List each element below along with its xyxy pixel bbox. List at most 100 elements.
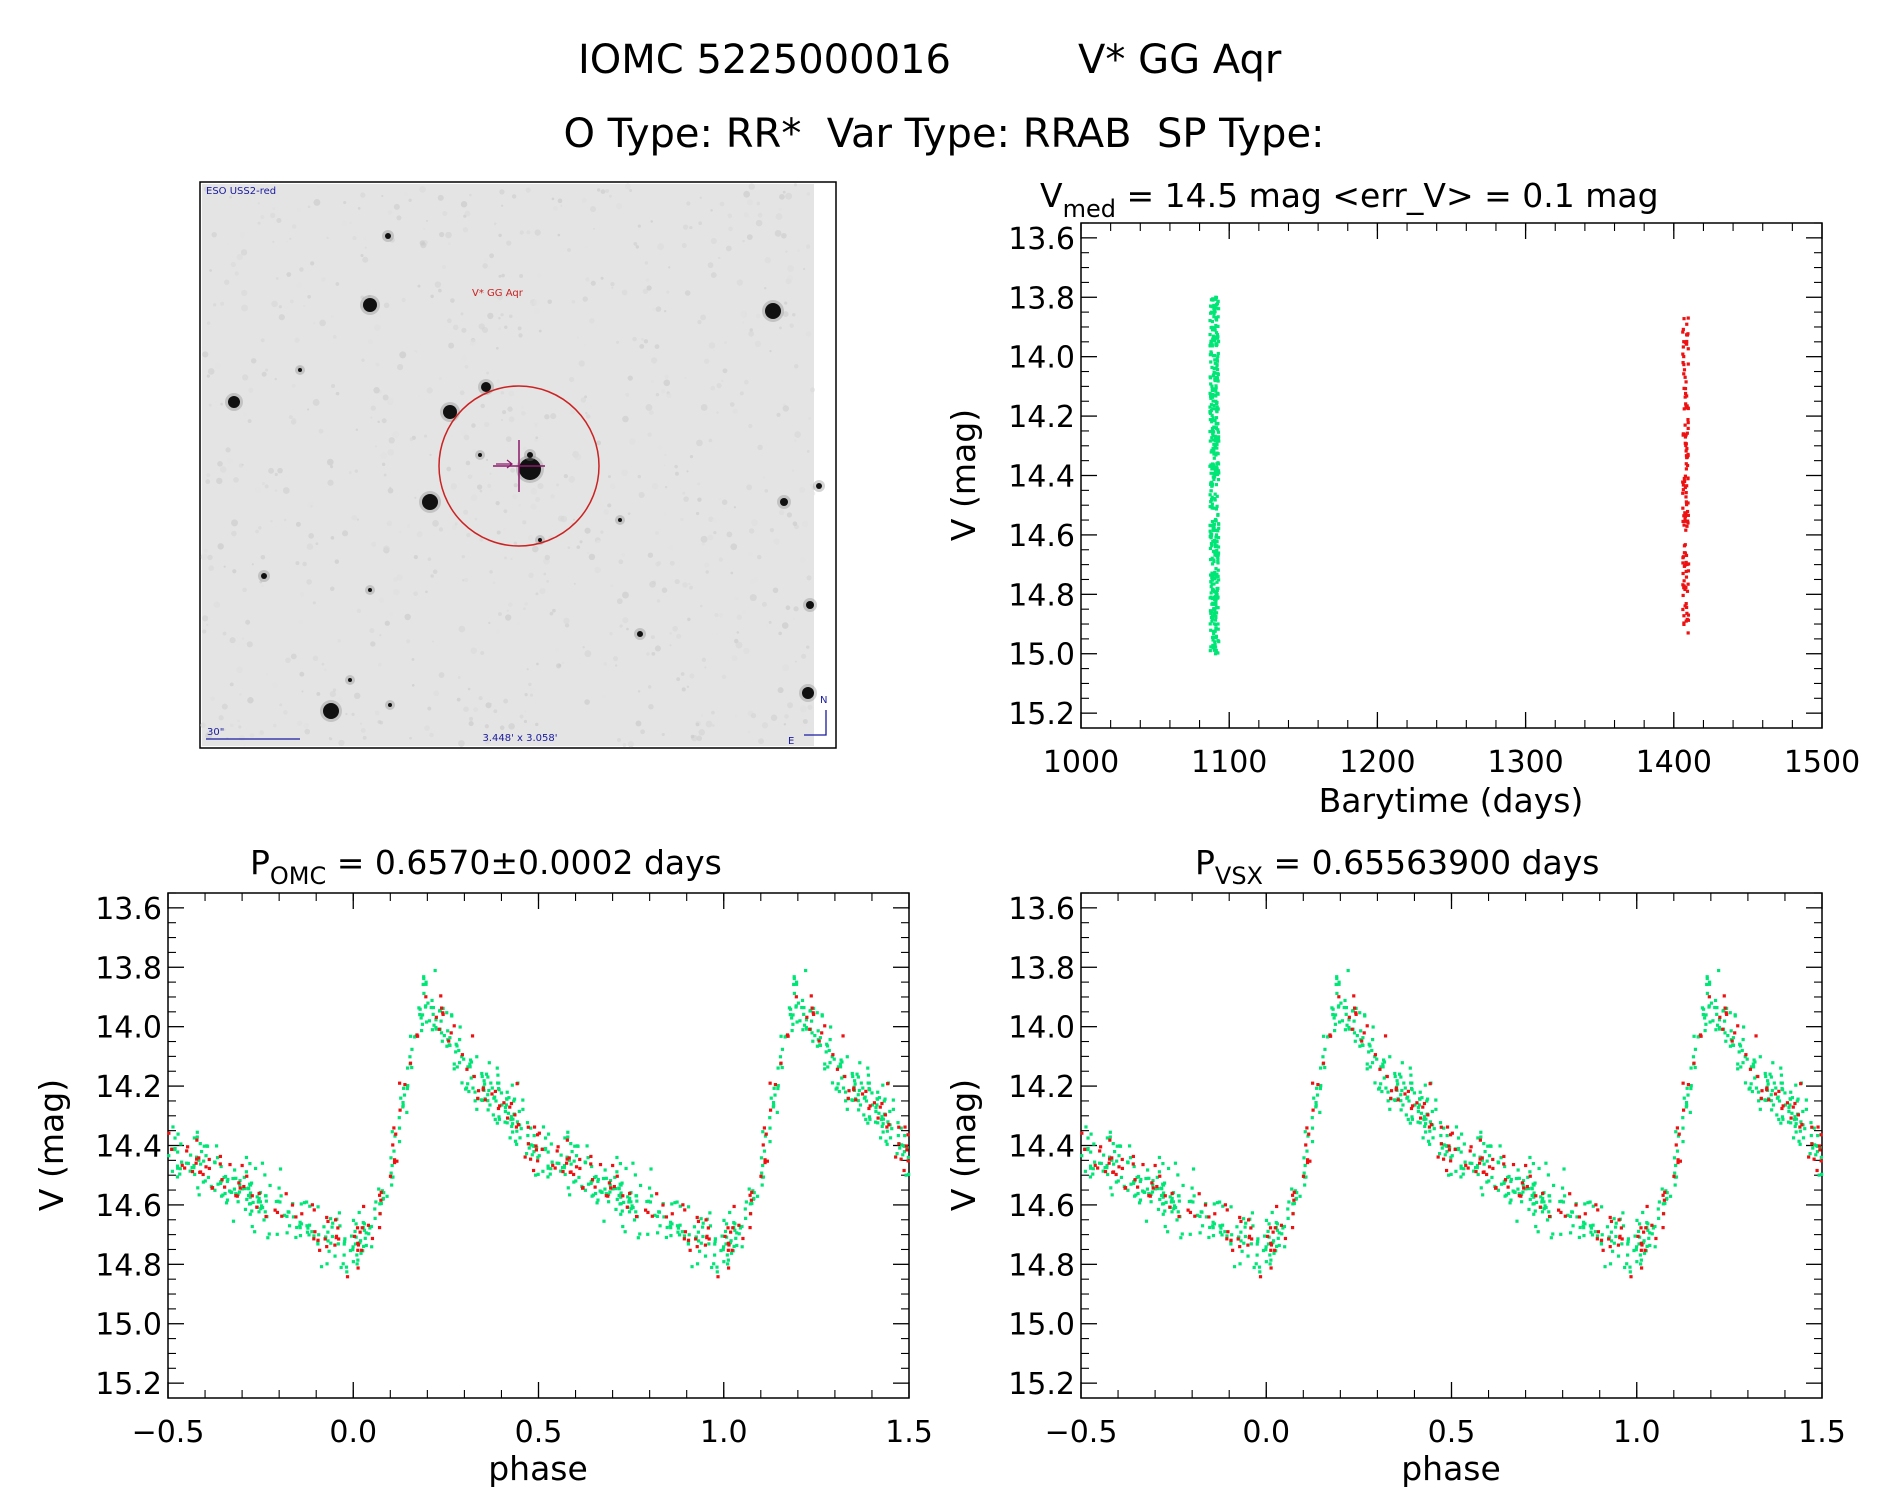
data-point bbox=[302, 1201, 307, 1205]
sky-noise-speck bbox=[370, 405, 376, 411]
sky-noise-speck bbox=[246, 641, 253, 648]
data-point bbox=[1112, 1162, 1116, 1166]
data-point bbox=[1216, 392, 1220, 396]
data-point bbox=[903, 1134, 907, 1138]
data-point bbox=[437, 1009, 442, 1013]
data-point bbox=[1726, 1033, 1730, 1038]
data-point bbox=[486, 1099, 490, 1103]
data-point bbox=[1255, 1242, 1259, 1246]
sky-noise-speck bbox=[483, 421, 490, 428]
sky-noise-speck bbox=[438, 288, 442, 293]
sky-noise-speck bbox=[793, 364, 799, 369]
data-point bbox=[1407, 1099, 1411, 1103]
data-point bbox=[1215, 405, 1219, 409]
data-point bbox=[1594, 1203, 1598, 1207]
sky-noise-speck bbox=[614, 518, 617, 522]
data-point bbox=[1212, 425, 1216, 429]
data-point bbox=[1164, 1200, 1168, 1205]
data-point bbox=[907, 1172, 911, 1176]
data-point bbox=[649, 1167, 653, 1171]
data-point bbox=[1109, 1186, 1113, 1190]
data-point bbox=[567, 1158, 571, 1162]
data-point bbox=[841, 1086, 846, 1090]
data-point bbox=[496, 1106, 501, 1111]
sky-noise-speck bbox=[458, 740, 465, 747]
data-point bbox=[1793, 1101, 1797, 1106]
data-point bbox=[790, 1028, 794, 1033]
y-tick-label: 15.0 bbox=[1008, 638, 1075, 673]
data-point bbox=[830, 1055, 834, 1059]
data-point bbox=[1684, 575, 1689, 579]
data-point bbox=[1423, 1124, 1427, 1129]
data-point bbox=[1410, 1117, 1415, 1121]
data-point bbox=[264, 1199, 268, 1203]
target-arrow-icon bbox=[496, 459, 513, 469]
data-point bbox=[1218, 1224, 1222, 1228]
data-point bbox=[1682, 386, 1686, 391]
data-point bbox=[291, 1215, 296, 1219]
data-point bbox=[1216, 553, 1220, 557]
data-point bbox=[1763, 1098, 1767, 1102]
data-point bbox=[713, 1237, 718, 1241]
data-point bbox=[487, 1088, 491, 1093]
sky-noise-speck bbox=[476, 611, 481, 617]
sky-noise-speck bbox=[232, 569, 237, 574]
data-point bbox=[1208, 405, 1212, 409]
data-point bbox=[1215, 400, 1219, 405]
sky-noise-speck bbox=[651, 357, 658, 364]
data-point bbox=[1681, 488, 1685, 492]
data-point bbox=[424, 1004, 428, 1008]
data-point bbox=[1204, 1215, 1209, 1219]
sky-noise-speck bbox=[301, 690, 304, 693]
data-point bbox=[1448, 1146, 1452, 1150]
x-tick-label: −0.5 bbox=[132, 1415, 205, 1450]
data-point bbox=[178, 1167, 182, 1171]
data-point bbox=[1213, 642, 1217, 647]
star bbox=[348, 678, 352, 682]
data-point bbox=[1612, 1241, 1616, 1245]
data-point bbox=[243, 1187, 247, 1191]
sky-noise-speck bbox=[369, 504, 373, 508]
data-point bbox=[903, 1125, 907, 1129]
x-tick-label: 1.0 bbox=[1613, 1415, 1661, 1450]
data-point bbox=[188, 1169, 192, 1173]
data-point bbox=[489, 1081, 493, 1085]
data-point bbox=[1503, 1178, 1508, 1182]
data-point bbox=[1212, 635, 1216, 640]
sky-noise-speck bbox=[508, 723, 515, 730]
sky-noise-speck bbox=[270, 212, 276, 219]
sky-noise-speck bbox=[584, 650, 592, 658]
sky-noise-speck bbox=[380, 452, 388, 460]
data-point bbox=[305, 1230, 310, 1234]
data-point bbox=[1344, 1006, 1349, 1010]
sky-noise-speck bbox=[296, 282, 303, 289]
data-point bbox=[1389, 1089, 1394, 1093]
sky-noise-speck bbox=[711, 710, 715, 715]
data-point bbox=[1175, 1218, 1179, 1222]
data-point bbox=[1214, 636, 1218, 640]
data-point bbox=[1684, 585, 1688, 590]
sky-noise-speck bbox=[438, 672, 445, 678]
data-point bbox=[655, 1214, 660, 1218]
data-point bbox=[686, 1238, 691, 1242]
data-point bbox=[855, 1072, 859, 1076]
data-point bbox=[231, 1219, 236, 1223]
data-point bbox=[866, 1066, 870, 1070]
data-point bbox=[729, 1239, 733, 1243]
data-point bbox=[872, 1101, 877, 1105]
data-point bbox=[1543, 1204, 1547, 1208]
data-point bbox=[521, 1107, 525, 1111]
data-point bbox=[669, 1220, 673, 1224]
data-point bbox=[1215, 306, 1219, 310]
data-point bbox=[713, 1253, 717, 1257]
data-point bbox=[1648, 1243, 1652, 1248]
data-point bbox=[511, 1130, 515, 1134]
sky-noise-speck bbox=[264, 484, 269, 489]
data-point bbox=[1444, 1144, 1448, 1148]
data-point bbox=[505, 1116, 510, 1120]
data-point bbox=[424, 980, 428, 984]
data-point bbox=[1650, 1232, 1654, 1236]
data-point bbox=[1704, 1013, 1708, 1017]
data-point bbox=[1083, 1169, 1088, 1173]
data-point bbox=[1536, 1230, 1540, 1234]
